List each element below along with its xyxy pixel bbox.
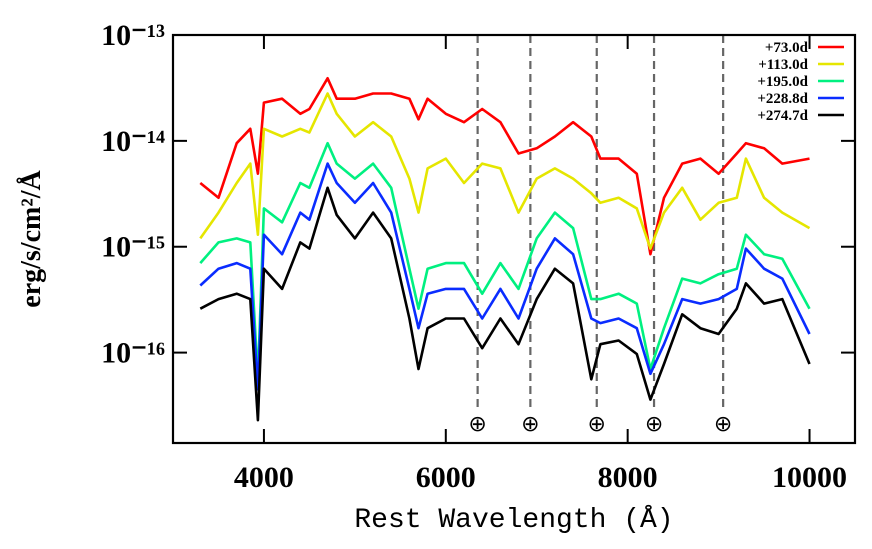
x-tick-label: 4000 xyxy=(234,461,294,494)
y-tick-label: 10⁻¹⁴ xyxy=(101,125,165,158)
x-tick-label: 8000 xyxy=(598,461,658,494)
legend-label: +228.8d xyxy=(757,91,808,107)
x-tick-label: 10000 xyxy=(772,461,847,494)
spectrum-line xyxy=(199,186,811,422)
y-tick-label: 10⁻¹⁵ xyxy=(101,231,165,264)
spectrum-line xyxy=(199,162,811,391)
y-tick-label: 10⁻¹⁶ xyxy=(101,337,165,370)
legend-label: +113.0d xyxy=(758,57,808,73)
telluric-symbol: ⊕ xyxy=(521,412,539,437)
spectrum-line xyxy=(199,92,811,250)
legend-label: +274.7d xyxy=(757,108,808,124)
y-axis-label: erg/s/cm²/Å xyxy=(16,169,47,307)
y-tick-label: 10⁻¹³ xyxy=(101,19,165,52)
telluric-symbol: ⊕ xyxy=(645,412,663,437)
legend-label: +73.0d xyxy=(765,40,809,56)
spectrum-line xyxy=(199,77,810,256)
x-tick-label: 6000 xyxy=(416,461,476,494)
telluric-symbol: ⊕ xyxy=(468,412,486,437)
telluric-symbol: ⊕ xyxy=(588,412,606,437)
x-axis-label: Rest Wavelength (Å) xyxy=(354,505,673,536)
telluric-symbol: ⊕ xyxy=(714,412,732,437)
legend-label: +195.0d xyxy=(757,74,808,90)
spectrum-line xyxy=(199,141,811,381)
plot-frame xyxy=(171,33,857,445)
